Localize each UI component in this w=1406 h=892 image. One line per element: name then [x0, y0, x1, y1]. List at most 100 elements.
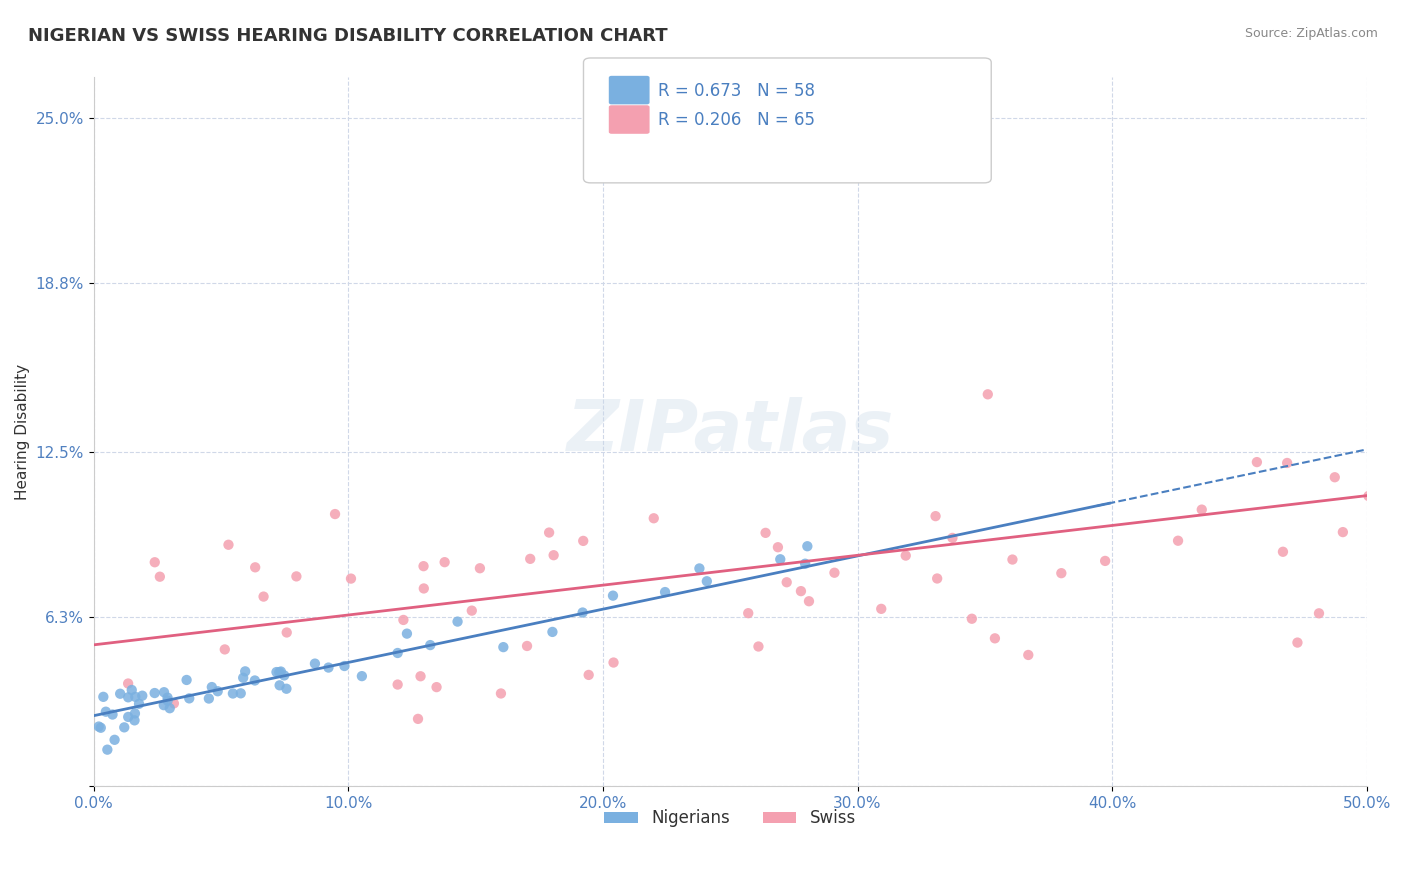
Point — [894, 549, 917, 563]
Text: NIGERIAN VS SWISS HEARING DISABILITY CORRELATION CHART: NIGERIAN VS SWISS HEARING DISABILITY COR… — [28, 27, 668, 45]
Point — [143, 686, 166, 700]
Point — [201, 680, 224, 694]
Point — [101, 707, 124, 722]
Point — [276, 681, 298, 696]
Point — [578, 668, 600, 682]
Point — [924, 509, 946, 524]
Text: R = 0.206   N = 65: R = 0.206 N = 65 — [658, 112, 815, 129]
Point — [755, 525, 778, 540]
Point — [269, 678, 291, 692]
Point — [941, 531, 963, 545]
Point — [794, 557, 817, 571]
Point — [1167, 533, 1189, 548]
Point — [214, 642, 236, 657]
Point — [1246, 455, 1268, 469]
Point — [124, 714, 146, 728]
Point — [218, 538, 240, 552]
Point — [156, 690, 179, 705]
Point — [766, 540, 789, 554]
Point — [419, 638, 441, 652]
Point — [96, 742, 118, 756]
Point — [121, 682, 143, 697]
Point — [960, 612, 983, 626]
Point — [152, 698, 174, 713]
Point — [176, 673, 198, 687]
Point — [984, 632, 1007, 646]
Point — [269, 665, 291, 680]
Point — [973, 124, 995, 138]
Point — [153, 685, 176, 699]
Point — [1308, 607, 1330, 621]
Point — [696, 574, 718, 589]
Point — [1388, 455, 1406, 469]
Point — [350, 669, 373, 683]
Point — [243, 673, 266, 688]
Point — [1017, 648, 1039, 662]
Point — [797, 594, 820, 608]
Point — [1001, 552, 1024, 566]
Point — [433, 555, 456, 569]
Point — [492, 640, 515, 654]
Point — [392, 613, 415, 627]
Point — [124, 706, 146, 721]
Point — [90, 721, 112, 735]
Point — [266, 665, 288, 679]
Point — [602, 589, 624, 603]
Point — [128, 697, 150, 711]
Point — [333, 659, 356, 673]
Point — [870, 602, 893, 616]
Point — [406, 712, 429, 726]
Point — [340, 572, 363, 586]
Point — [654, 585, 676, 599]
Text: ZIPatlas: ZIPatlas — [567, 397, 894, 467]
Point — [541, 624, 564, 639]
Point — [273, 668, 295, 682]
Point — [1286, 635, 1309, 649]
Point — [571, 606, 593, 620]
Point — [112, 720, 135, 734]
Point — [124, 690, 146, 704]
Point — [233, 665, 256, 679]
Point — [179, 691, 201, 706]
Point — [104, 732, 127, 747]
Point — [243, 560, 266, 574]
Point — [207, 684, 229, 698]
Point — [1191, 502, 1213, 516]
Point — [198, 691, 221, 706]
Point — [156, 694, 179, 708]
Point — [425, 680, 447, 694]
Point — [387, 646, 409, 660]
Point — [468, 561, 491, 575]
Point — [747, 640, 769, 654]
Point — [395, 626, 418, 640]
Point — [489, 686, 512, 700]
Point — [163, 697, 186, 711]
Point — [143, 555, 166, 569]
Point — [823, 566, 845, 580]
Point — [1357, 489, 1379, 503]
Point — [159, 701, 181, 715]
Point — [1323, 470, 1346, 484]
Point — [409, 669, 432, 683]
Point — [108, 687, 131, 701]
Point — [117, 676, 139, 690]
Point — [643, 511, 665, 525]
Point — [222, 686, 245, 700]
Point — [229, 686, 252, 700]
Point — [232, 671, 254, 685]
Point — [117, 690, 139, 705]
Point — [977, 387, 1000, 401]
Point — [1271, 545, 1294, 559]
Point — [737, 606, 759, 620]
Y-axis label: Hearing Disability: Hearing Disability — [15, 364, 30, 500]
Point — [304, 657, 326, 671]
Point — [572, 533, 595, 548]
Point — [252, 590, 274, 604]
Point — [1275, 456, 1298, 470]
Point — [285, 569, 308, 583]
Point — [927, 572, 949, 586]
Point — [543, 548, 565, 562]
Point — [688, 561, 710, 575]
Point — [276, 625, 298, 640]
Legend: Nigerians, Swiss: Nigerians, Swiss — [598, 803, 863, 834]
